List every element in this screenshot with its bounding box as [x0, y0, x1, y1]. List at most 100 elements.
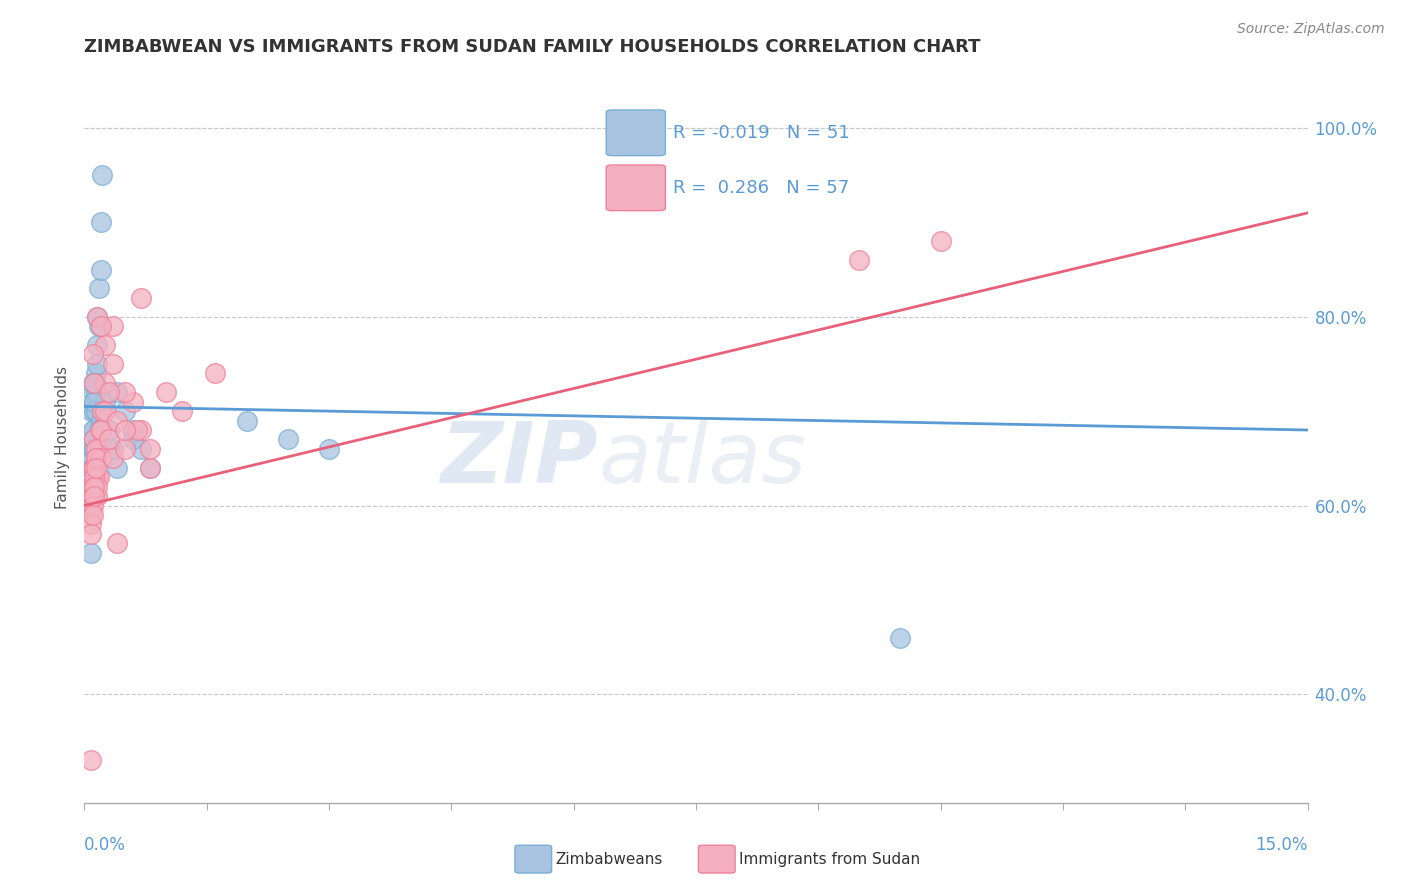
Point: [138, 460, 160, 475]
Point: [122, 423, 145, 437]
Point: [105, 460, 128, 475]
Point: [86, 338, 108, 352]
Point: [84, 442, 107, 456]
Point: [84, 451, 107, 466]
Point: [172, 404, 194, 418]
FancyBboxPatch shape: [515, 846, 551, 873]
Point: [80, 489, 103, 503]
Point: [93, 338, 115, 352]
Point: [138, 442, 160, 456]
Point: [82, 423, 104, 437]
Point: [83, 394, 105, 409]
Point: [86, 310, 108, 324]
Point: [155, 385, 177, 400]
Point: [84, 451, 107, 466]
Point: [889, 631, 911, 645]
Point: [90, 423, 112, 437]
Point: [91, 404, 114, 418]
Point: [101, 319, 124, 334]
Point: [86, 489, 108, 503]
Point: [80, 470, 103, 484]
Point: [105, 413, 128, 427]
Point: [93, 376, 115, 390]
Point: [80, 404, 103, 418]
Point: [90, 423, 112, 437]
Point: [87, 442, 110, 456]
Point: [131, 423, 153, 437]
Point: [204, 367, 226, 381]
Point: [82, 489, 104, 503]
Point: [122, 394, 145, 409]
Point: [82, 460, 104, 475]
Point: [80, 460, 103, 475]
Point: [80, 753, 103, 767]
Point: [101, 451, 124, 466]
Point: [84, 385, 107, 400]
Point: [277, 433, 299, 447]
Point: [101, 357, 124, 371]
Point: [86, 470, 108, 484]
Point: [82, 442, 104, 456]
Point: [80, 442, 103, 456]
Point: [80, 508, 103, 522]
Point: [90, 451, 112, 466]
Point: [82, 508, 104, 522]
Point: [87, 319, 110, 334]
Point: [93, 404, 115, 418]
Point: [83, 433, 105, 447]
FancyBboxPatch shape: [699, 846, 735, 873]
Point: [82, 376, 104, 390]
Point: [82, 499, 104, 513]
Point: [83, 489, 105, 503]
Point: [90, 413, 112, 427]
Text: ZIP: ZIP: [440, 417, 598, 500]
Point: [84, 376, 107, 390]
Text: 15.0%: 15.0%: [1256, 836, 1308, 854]
Point: [90, 319, 112, 334]
Point: [114, 423, 136, 437]
Text: Source: ZipAtlas.com: Source: ZipAtlas.com: [1237, 22, 1385, 37]
Point: [90, 262, 112, 277]
Point: [236, 413, 259, 427]
Point: [848, 253, 870, 268]
Point: [101, 442, 124, 456]
Point: [93, 394, 115, 409]
Point: [80, 526, 103, 541]
Point: [97, 423, 120, 437]
Point: [114, 385, 136, 400]
Point: [131, 442, 153, 456]
Point: [80, 517, 103, 532]
Point: [80, 480, 103, 494]
Point: [82, 347, 104, 361]
Point: [131, 291, 153, 305]
Point: [87, 423, 110, 437]
Point: [87, 470, 110, 484]
Y-axis label: Family Households: Family Households: [55, 366, 70, 508]
Point: [127, 423, 149, 437]
Point: [82, 460, 104, 475]
Text: 0.0%: 0.0%: [84, 836, 127, 854]
Point: [84, 404, 107, 418]
Point: [87, 281, 110, 295]
Point: [82, 470, 104, 484]
Point: [138, 460, 160, 475]
Point: [105, 385, 128, 400]
Point: [83, 376, 105, 390]
Point: [97, 433, 120, 447]
Point: [86, 357, 108, 371]
Point: [97, 442, 120, 456]
Text: Immigrants from Sudan: Immigrants from Sudan: [738, 852, 920, 867]
Point: [91, 404, 114, 418]
Point: [82, 385, 104, 400]
Point: [80, 546, 103, 560]
Point: [83, 442, 105, 456]
Point: [114, 404, 136, 418]
Point: [84, 460, 107, 475]
Point: [86, 480, 108, 494]
Point: [86, 310, 108, 324]
Text: Zimbabweans: Zimbabweans: [555, 852, 662, 867]
Point: [83, 404, 105, 418]
Point: [84, 367, 107, 381]
Point: [122, 433, 145, 447]
Text: ZIMBABWEAN VS IMMIGRANTS FROM SUDAN FAMILY HOUSEHOLDS CORRELATION CHART: ZIMBABWEAN VS IMMIGRANTS FROM SUDAN FAMI…: [84, 38, 981, 56]
